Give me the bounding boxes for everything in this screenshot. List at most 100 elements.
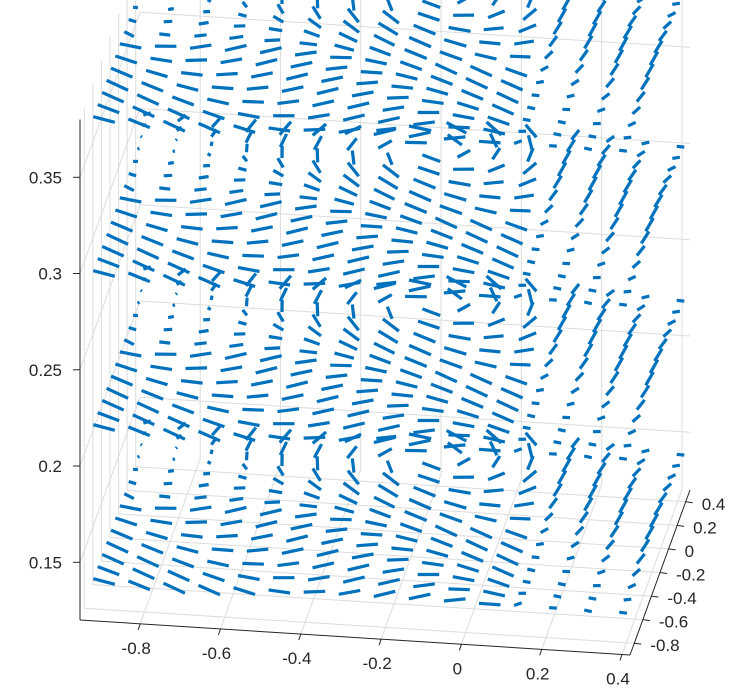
vector-arrow: [644, 63, 655, 79]
vector-arrow: [110, 66, 134, 79]
vector-arrow: [574, 525, 585, 536]
vector-arrow: [216, 225, 238, 231]
vector-arrow: [460, 242, 484, 255]
vector-arrow: [491, 301, 502, 315]
vector-arrow: [556, 315, 568, 331]
vector-arrow: [171, 557, 195, 569]
vector-arrow: [548, 497, 559, 510]
vector-arrow: [448, 587, 470, 592]
vector-arrow: [417, 473, 441, 484]
vector-arrow: [216, 71, 238, 77]
vector-arrow: [105, 386, 129, 400]
vector-arrow: [404, 356, 428, 368]
vector-arrow: [338, 185, 358, 198]
vector-arrow: [557, 119, 566, 125]
vector-arrow: [290, 60, 313, 69]
vector-arrow: [241, 0, 249, 9]
vector-arrow: [627, 322, 638, 336]
vector-arrow: [391, 84, 414, 90]
vector-arrow: [356, 542, 379, 548]
vector-arrow: [509, 208, 531, 213]
vector-arrow: [206, 152, 212, 157]
vector-arrow: [206, 0, 212, 3]
vector-arrow: [92, 423, 116, 432]
vector-arrow: [627, 582, 637, 590]
vector-arrow: [303, 127, 326, 132]
vector-arrow: [618, 344, 629, 360]
vector-arrow: [303, 183, 321, 192]
vector-arrow: [210, 424, 223, 437]
vector-arrow: [377, 175, 399, 190]
vector-arrow: [526, 567, 536, 573]
y-tick-label: 0: [685, 542, 694, 561]
vector-arrow: [244, 451, 249, 461]
vector-arrow: [119, 196, 142, 204]
vector-arrow: [395, 534, 418, 543]
vector-arrow: [264, 346, 281, 351]
vector-arrow: [636, 149, 646, 158]
vector-arrow: [631, 5, 642, 16]
vector-arrow: [229, 188, 244, 194]
vector-arrow: [591, 10, 603, 26]
grid-lines: [79, 0, 691, 655]
vector-arrow: [385, 460, 394, 474]
vector-arrow: [578, 510, 590, 524]
vector-arrow: [176, 545, 199, 554]
vector-arrow: [618, 302, 628, 307]
vector-arrow: [105, 232, 129, 246]
vector-arrow: [334, 351, 355, 360]
vector-arrow: [522, 271, 531, 277]
vector-arrow: [294, 512, 317, 519]
vector-arrow: [140, 389, 164, 401]
vector-arrow: [101, 552, 125, 566]
vector-arrow: [259, 46, 282, 55]
vector-arrow: [570, 437, 581, 449]
x-tick-mark: [218, 628, 221, 636]
vector-arrow: [92, 577, 116, 586]
vector-arrow: [504, 374, 528, 386]
vector-arrow: [211, 239, 234, 245]
vector-arrow: [206, 97, 230, 106]
vector-arrow: [369, 199, 392, 211]
vector-arrow: [285, 72, 309, 81]
vector-arrow: [443, 597, 466, 603]
vector-arrow: [210, 116, 223, 129]
vector-arrow: [556, 7, 568, 23]
vector-arrow: [504, 528, 528, 540]
floor-grid-line: [127, 489, 678, 526]
vector-arrow: [385, 152, 394, 166]
vector-arrow: [162, 273, 186, 287]
vector-arrow: [268, 280, 291, 287]
vector-arrow: [446, 287, 463, 301]
vector-arrow: [535, 79, 545, 85]
vector-arrow: [334, 43, 355, 52]
vector-arrow: [268, 488, 283, 495]
vector-arrow: [307, 171, 322, 184]
vector-arrow: [250, 71, 274, 79]
x-tick-label: -0.4: [282, 649, 311, 668]
vector-arrow: [561, 149, 572, 165]
vector-arrow: [210, 270, 223, 283]
vector-arrow: [276, 157, 285, 169]
vector-arrow: [237, 419, 260, 428]
vector-arrow: [206, 405, 230, 414]
vector-arrow: [627, 168, 638, 182]
vector-arrow: [347, 563, 370, 572]
vector-arrow: [360, 378, 383, 383]
vector-arrow: [281, 85, 304, 93]
vector-arrow: [351, 244, 374, 252]
vector-arrow: [229, 496, 244, 502]
vector-arrow: [496, 91, 519, 105]
vector-arrow: [487, 317, 506, 328]
vector-arrow: [474, 206, 497, 215]
y-tick-mark: [651, 595, 659, 598]
vector-arrow: [553, 440, 562, 445]
vector-arrow: [290, 522, 313, 531]
z-tick-label: 0.25: [29, 361, 62, 380]
vector-arrow: [535, 541, 545, 547]
x-tick-label: -0.8: [122, 639, 151, 658]
vector-arrow: [657, 337, 668, 350]
side-wall-grid-line: [79, 108, 141, 274]
vector-arrow: [570, 283, 581, 295]
x-tick-mark: [298, 633, 302, 641]
